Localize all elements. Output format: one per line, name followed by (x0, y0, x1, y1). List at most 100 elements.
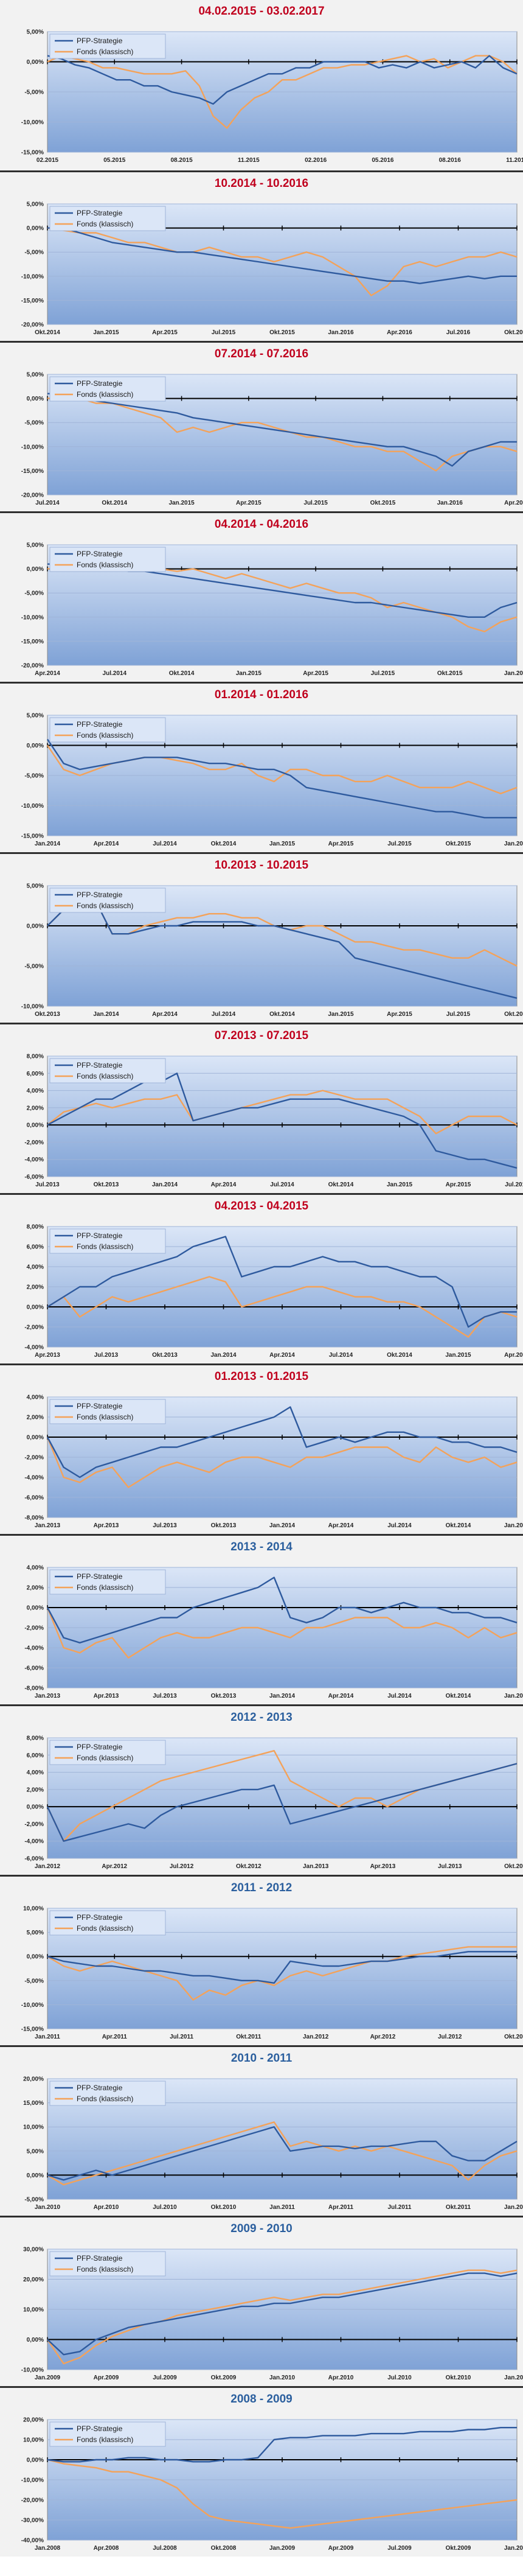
y-tick-label: 5,00% (27, 1930, 44, 1936)
x-tick-label: Okt.2009 (211, 2375, 237, 2381)
x-tick-label: Jul.2012 (170, 1863, 194, 1870)
legend-label-fund: Fonds (klassisch) (77, 1583, 133, 1592)
x-tick-label: Apr.2012 (370, 2034, 396, 2040)
y-tick-label: -4,00% (24, 1157, 44, 1163)
x-tick-label: Apr.2012 (102, 1863, 127, 1870)
x-tick-label: Jan.2013 (303, 1863, 329, 1870)
x-tick-label: Jan.2008 (35, 2545, 61, 2552)
y-tick-label: 8,00% (27, 1735, 44, 1742)
y-tick-label: -10,00% (21, 1004, 44, 1010)
y-tick-label: 2,00% (27, 1585, 44, 1592)
x-tick-label: 08.2015 (170, 157, 193, 164)
y-tick-label: -20,00% (21, 2497, 44, 2504)
legend-label-fund: Fonds (klassisch) (77, 2265, 133, 2273)
legend: PFP-Strategie Fonds (klassisch) (49, 547, 166, 572)
y-tick-label: -10,00% (21, 119, 44, 126)
x-tick-label: Okt.2011 (236, 2034, 262, 2040)
chart-title: 01.2013 - 01.2015 (214, 1370, 309, 1383)
chart-title: 04.2013 - 04.2015 (214, 1200, 309, 1213)
legend-box (49, 887, 166, 913)
legend-label-fund: Fonds (klassisch) (77, 731, 133, 740)
legend-box (49, 2081, 166, 2106)
chart-title: 2008 - 2009 (230, 2393, 293, 2406)
legend-label-strategy: PFP-Strategie (77, 37, 123, 45)
y-tick-label: 0,00% (27, 1804, 44, 1811)
x-tick-label: Okt.2013 (211, 1693, 237, 1699)
legend-box (49, 1399, 166, 1424)
series-line-fund (46, 1437, 518, 1488)
chart-panel: 20,00% 15,00% 10,00% 5,00% 0,00% -5,00% Jan.20… (0, 2045, 523, 2216)
chart-panel: 4,00% 2,00% 0,00% -2,00% -4,00% -6,00% -8,00% J… (0, 1363, 523, 1534)
x-tick-label: Apr.2015 (236, 500, 262, 506)
x-tick-label: Okt.2010 (446, 2375, 471, 2381)
y-tick-label: -15,00% (21, 833, 44, 840)
x-tick-label: Jan.2015 (328, 1011, 354, 1018)
legend-label-strategy: PFP-Strategie (77, 209, 123, 217)
x-tick-label: Apr.2015 (504, 1352, 523, 1359)
x-tick-label: Okt.2014 (446, 1522, 471, 1529)
line-chart: 8,00% 6,00% 4,00% 2,00% 0,00% -2,00% -4,00% -6,… (24, 1054, 523, 1189)
x-tick-label: Okt.2012 (504, 2034, 523, 2040)
chart-panel: 8,00% 6,00% 4,00% 2,00% 0,00% -2,00% -4,00% -6,… (0, 1704, 523, 1875)
y-tick-label: 8,00% (27, 1224, 44, 1231)
x-tick-label: Jul.2012 (438, 2034, 462, 2040)
legend: PFP-Strategie Fonds (klassisch) (49, 206, 166, 231)
legend-label-strategy: PFP-Strategie (77, 1913, 123, 1922)
x-tick-label: Jul.2015 (212, 329, 236, 336)
y-tick-label: -40,00% (21, 2538, 44, 2544)
x-tick-label: Okt.2015 (437, 670, 463, 677)
y-tick-label: -2,00% (24, 1139, 44, 1146)
x-tick-label: Okt.2013 (211, 1522, 237, 1529)
x-tick-label: Okt.2014 (328, 1181, 354, 1188)
x-tick-label: Jan.2016 (504, 670, 523, 677)
x-tick-label: Jul.2015 (371, 670, 395, 677)
y-tick-label: -6,00% (24, 1665, 44, 1672)
chart-title: 2012 - 2013 (230, 1711, 293, 1724)
x-tick-label: Apr.2014 (269, 1352, 295, 1359)
y-tick-label: -20,00% (21, 663, 44, 670)
x-tick-label: Jul.2014 (35, 500, 60, 506)
y-tick-label: 6,00% (27, 1752, 44, 1759)
y-tick-label: -10,00% (21, 614, 44, 621)
x-tick-label: Jul.2014 (103, 670, 127, 677)
series-line-strategy (47, 1236, 517, 1328)
x-tick-label: Okt.2015 (504, 1011, 523, 1018)
x-tick-label: Jan.2012 (504, 2204, 523, 2211)
x-tick-label: Apr.2009 (94, 2375, 119, 2381)
y-tick-label: 20,00% (23, 2417, 44, 2424)
y-tick-label: 5,00% (27, 2148, 44, 2155)
y-tick-label: 0,00% (27, 2457, 44, 2464)
y-tick-label: -10,00% (21, 2367, 44, 2374)
x-tick-label: Apr.2013 (94, 1693, 119, 1699)
line-chart: 5,00% 0,00% -5,00% -10,00%Okt.2013 Jan.2014 A… (21, 883, 523, 1018)
x-tick-label: Apr.2010 (328, 2375, 354, 2381)
x-tick-label: Jan.2009 (35, 2375, 61, 2381)
y-tick-label: 0,00% (27, 2337, 44, 2343)
x-tick-label: Jan.2014 (269, 1522, 296, 1529)
x-tick-label: Jan.2015 (269, 841, 296, 847)
line-chart: 5,00% 0,00% -5,00% -10,00% -15,00%02.2015 05.… (21, 29, 523, 164)
y-tick-label: 20,00% (23, 2277, 44, 2283)
series-line-fund (46, 1607, 518, 1659)
x-tick-label: Okt.2013 (152, 1352, 178, 1359)
y-tick-label: 0,00% (27, 743, 44, 749)
x-tick-label: Jan.2015 (504, 1693, 523, 1699)
legend-box (49, 717, 166, 743)
x-tick-label: Apr.2015 (387, 1011, 412, 1018)
x-tick-label: Apr.2014 (328, 1693, 354, 1699)
chart-title: 2011 - 2012 (230, 1881, 293, 1894)
x-tick-label: Jul.2014 (387, 1522, 412, 1529)
series-line-fund (47, 1946, 517, 2001)
chart-panel: 20,00% 10,00% 0,00% -10,00% -20,00% -30,00% -4… (0, 2386, 523, 2557)
legend-box (49, 1569, 166, 1595)
x-tick-label: Okt.2008 (211, 2545, 237, 2552)
line-chart: 30,00% 20,00% 10,00% 0,00% -10,00%Jan.2009 Ap… (21, 2247, 523, 2382)
x-tick-label: Okt.2013 (35, 1011, 60, 1018)
x-tick-label: Jul.2015 (387, 841, 412, 847)
series-line-fund (47, 2269, 518, 2365)
x-tick-label: Jul.2015 (446, 1011, 471, 1018)
series-line-strategy (47, 2272, 518, 2356)
legend: PFP-Strategie Fonds (klassisch) (49, 1228, 166, 1254)
chart-title: 07.2013 - 07.2015 (214, 1029, 309, 1042)
